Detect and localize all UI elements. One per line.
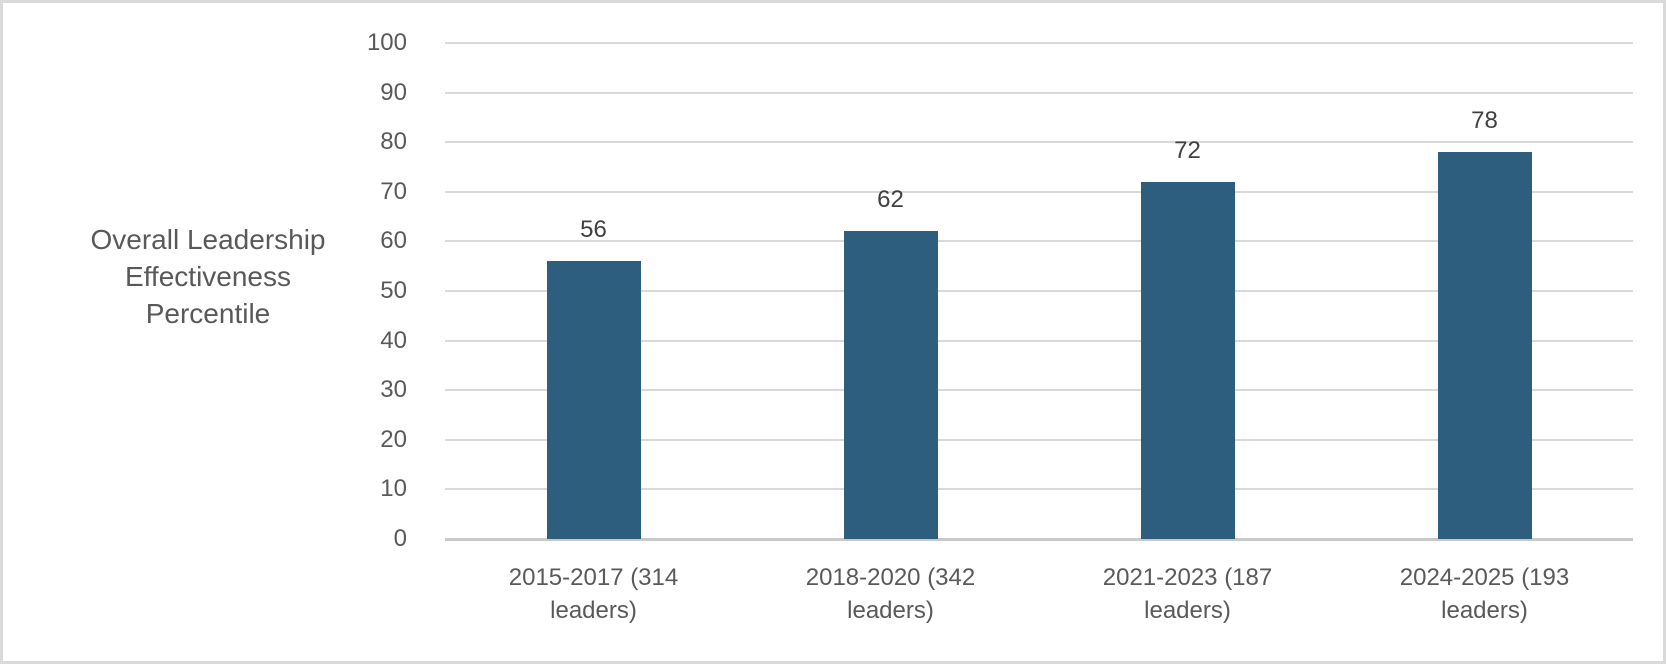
- category-label: 2021-2023 (187 leaders): [1058, 561, 1318, 627]
- y-tick-label: 80: [380, 128, 407, 156]
- y-tick-label: 60: [380, 227, 407, 255]
- y-tick-label: 50: [380, 277, 407, 304]
- category-label: 2018-2020 (342 leaders): [761, 561, 1021, 627]
- category-label-line-2: leaders): [1441, 597, 1528, 624]
- y-tick-label: 90: [380, 78, 407, 106]
- y-tick-label: 10: [380, 475, 407, 503]
- category-label-line-2: leaders): [847, 597, 934, 624]
- gridline: [445, 190, 1633, 193]
- bar: [546, 261, 641, 539]
- bar-value-label: 72: [1174, 136, 1201, 164]
- gridline: [445, 290, 1633, 292]
- category-label-line-1: 2021-2023 (187: [1102, 564, 1273, 591]
- category-label: 2015-2017 (314 leaders): [464, 561, 724, 627]
- y-tick-label: 20: [380, 425, 407, 453]
- y-tick-label: 40: [380, 326, 407, 354]
- gridline: [445, 488, 1633, 491]
- y-tick-label: 70: [380, 177, 407, 205]
- category-label-line-2: leaders): [1144, 597, 1231, 624]
- category-label: 2024-2025 (193 leaders): [1355, 561, 1615, 627]
- category-label-line-1: 2015-2017 (314: [508, 564, 679, 591]
- y-tick-label: 30: [380, 376, 407, 404]
- bar: [1140, 181, 1235, 539]
- y-axis-title: Overall Leadership Effectiveness Percent…: [43, 221, 373, 332]
- category-label-line-1: 2024-2025 (193: [1399, 564, 1570, 591]
- y-axis-title-line-2: Effectiveness: [124, 261, 292, 292]
- gridline: [445, 339, 1633, 342]
- gridline: [445, 438, 1633, 441]
- y-tick-label: 0: [393, 525, 407, 552]
- bar-value-label: 56: [580, 216, 607, 244]
- category-label-line-2: leaders): [550, 597, 637, 624]
- y-axis-title-line-3: Percentile: [145, 298, 271, 329]
- gridline: [445, 389, 1633, 392]
- gridline: [445, 240, 1633, 243]
- gridline: [445, 91, 1633, 94]
- bar: [843, 231, 938, 539]
- bar: [1437, 152, 1532, 539]
- y-axis-title-line-1: Overall Leadership: [90, 224, 326, 255]
- bar-value-label: 62: [877, 186, 904, 214]
- category-label-line-1: 2018-2020 (342: [805, 564, 976, 591]
- gridline: [445, 141, 1633, 144]
- gridline: [445, 42, 1633, 44]
- bar-value-label: 78: [1471, 107, 1498, 135]
- x-axis-line: [445, 538, 1633, 541]
- y-tick-label: 100: [366, 29, 407, 56]
